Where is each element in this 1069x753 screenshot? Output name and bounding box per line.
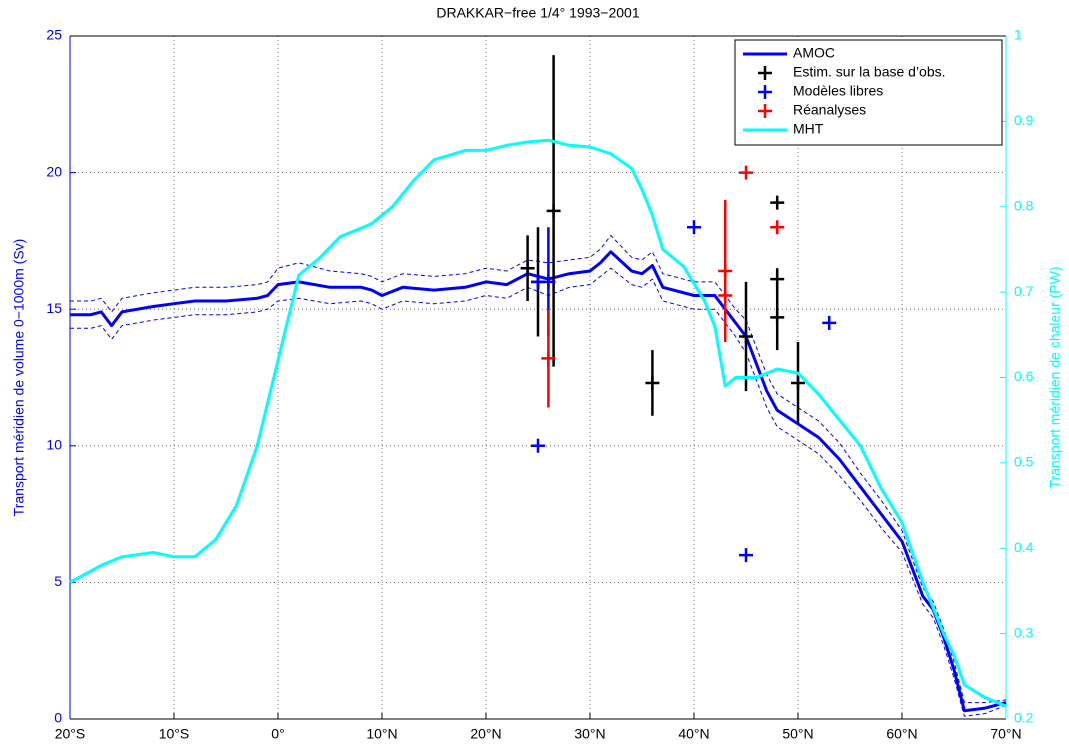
line-band (70, 267, 1007, 717)
marker (770, 272, 785, 287)
legend-label: MHT (793, 121, 824, 137)
line (69, 138, 1007, 708)
legend-label: Réanalyses (793, 102, 866, 118)
x-tick-label: 0° (271, 726, 284, 742)
y-tick-label: 5 (54, 573, 62, 589)
y-tick-label: 0 (54, 710, 62, 726)
y2-tick-label: 0.2 (1014, 710, 1034, 726)
x-tick-label: 10°S (159, 726, 190, 742)
x-tick-label: 60°N (886, 726, 917, 742)
marker (531, 438, 545, 453)
marker (739, 548, 753, 563)
x-tick-label: 50°N (782, 726, 813, 742)
x-tick-label: 70°N (990, 726, 1021, 742)
marker (546, 203, 561, 218)
marker (541, 274, 556, 289)
legend-swatch (758, 104, 772, 118)
marker (687, 220, 701, 235)
y2-tick-label: 0.5 (1014, 454, 1034, 470)
legend-swatch (758, 85, 772, 99)
y2-tick-label: 0.3 (1014, 624, 1034, 640)
marker (645, 375, 660, 390)
line (70, 250, 1007, 713)
y-tick-label: 15 (46, 300, 62, 316)
marker (791, 375, 805, 390)
x-tick-label: 30°N (574, 726, 605, 742)
y2-tick-label: 0.7 (1014, 283, 1034, 299)
legend-swatch (758, 66, 772, 80)
marker (770, 195, 785, 210)
y2-axis-label: Transport méridien de chaleur (PW) (1047, 266, 1063, 488)
legend-box (734, 39, 1003, 146)
y2-tick-label: 0.4 (1014, 539, 1034, 555)
legend-label: Estim. sur la base d’obs. (793, 64, 946, 80)
marker (739, 165, 753, 180)
x-tick-label: 20°S (55, 726, 86, 742)
marker (520, 261, 535, 276)
line-band (70, 234, 1007, 704)
y-axis-label: Transport méridien de volume 0−1000m (Sv… (11, 239, 27, 517)
y2-tick-label: 0.8 (1014, 197, 1034, 213)
y2-tick-label: 1 (1014, 27, 1022, 43)
x-tick-label: 10°N (366, 726, 397, 742)
y-tick-label: 25 (46, 27, 62, 43)
legend-label: AMOC (793, 45, 835, 61)
y-tick-label: 20 (46, 163, 62, 179)
legend-label: Modèles libres (793, 83, 883, 99)
marker (770, 220, 785, 235)
marker (770, 310, 785, 325)
x-tick-label: 20°N (470, 726, 501, 742)
marker (718, 263, 733, 278)
marker (739, 329, 753, 344)
marker (822, 315, 837, 330)
y-tick-label: 10 (46, 437, 62, 453)
chart-title: DRAKKAR−free 1/4° 1993−2001 (436, 5, 640, 21)
marker (541, 351, 556, 366)
y2-tick-label: 0.6 (1014, 368, 1034, 384)
y2-tick-label: 0.9 (1014, 112, 1034, 128)
x-tick-label: 40°N (678, 726, 709, 742)
marker (718, 288, 733, 303)
